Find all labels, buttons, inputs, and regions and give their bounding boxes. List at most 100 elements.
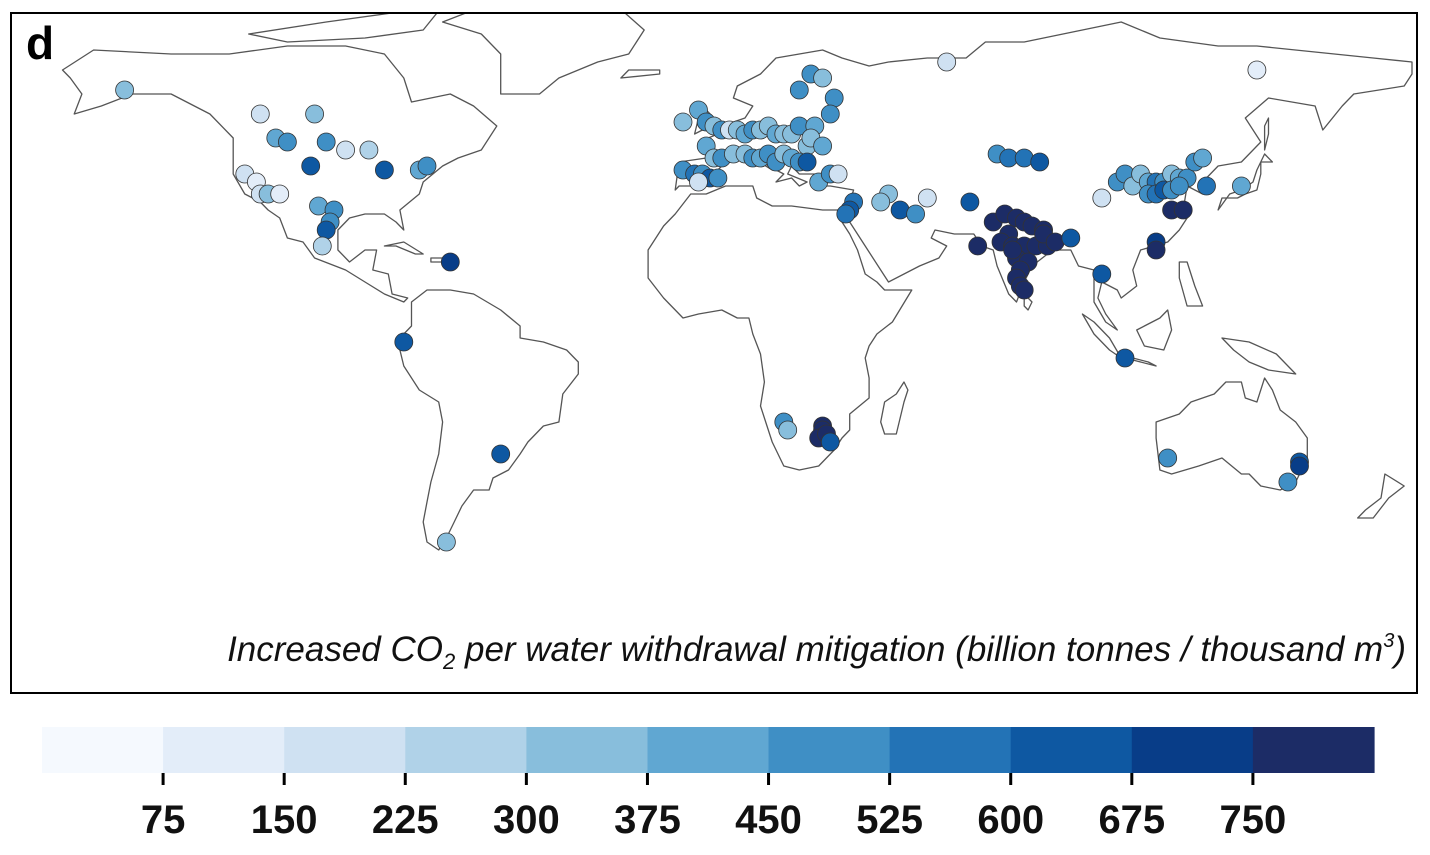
data-point [820, 104, 840, 124]
colorbar-bin [163, 727, 285, 773]
colorbar: 75 150 225 300 375 450 525 600 675 750 [42, 727, 1375, 842]
caption-text-2: per water withdrawal mitigation (billion… [455, 630, 1384, 669]
data-point [968, 236, 988, 256]
data-point [1146, 240, 1166, 260]
landmass-13 [383, 241, 424, 255]
data-point [778, 420, 798, 440]
colorbar-bin [405, 727, 527, 773]
data-point [828, 164, 848, 184]
map-caption: Increased CO2 per water withdrawal mitig… [227, 630, 1406, 675]
data-point [824, 88, 844, 108]
data-point [890, 200, 910, 220]
data-point [1232, 176, 1251, 196]
data-point [960, 192, 980, 212]
data-point [312, 236, 332, 256]
colorbar-tick-label: 600 [977, 798, 1044, 842]
colorbar-bin [526, 727, 649, 773]
colorbar-bin [768, 727, 891, 773]
landmass-19 [248, 14, 437, 43]
data-point [277, 132, 297, 152]
colorbar-bin [1010, 727, 1133, 773]
landmass-18 [1263, 117, 1270, 151]
city-points [115, 52, 1309, 552]
data-point [1014, 280, 1034, 300]
map-panel: d Increased CO2 per water withdrawal mit… [10, 12, 1418, 694]
data-point [1115, 348, 1135, 368]
colorbar-tick-label: 675 [1098, 798, 1165, 842]
caption-text-1: Increased CO [227, 630, 443, 669]
continent-outlines [61, 14, 1413, 551]
landmass-2 [441, 14, 645, 95]
landmass-15 [1178, 261, 1204, 307]
data-point [374, 160, 394, 180]
data-point [1158, 448, 1178, 468]
colorbar-tick-label: 225 [372, 798, 439, 842]
data-point [115, 80, 134, 100]
data-point [394, 332, 414, 352]
data-point [689, 172, 708, 192]
data-point [1014, 148, 1034, 168]
data-point [1092, 264, 1112, 284]
data-point [813, 136, 832, 156]
data-point [789, 80, 809, 100]
landmass-12 [1357, 473, 1405, 519]
landmass-17 [620, 69, 661, 79]
colorbar-tick-label: 525 [856, 798, 923, 842]
landmass-11 [1221, 337, 1297, 375]
data-point [1169, 176, 1189, 196]
colorbar-tick-label: 150 [251, 798, 318, 842]
data-point [836, 204, 856, 224]
data-point [336, 140, 356, 160]
landmass-0 [61, 45, 498, 303]
world-map [61, 14, 1413, 552]
data-point [436, 532, 456, 552]
landmass-8 [1081, 313, 1122, 359]
data-point [937, 52, 957, 72]
landmass-6 [880, 381, 909, 435]
caption-superscript: 3 [1383, 630, 1395, 652]
colorbar-tick-label: 75 [141, 798, 186, 842]
colorbar-bin [1131, 727, 1254, 773]
caption-subscript: 2 [443, 649, 456, 674]
landmass-5 [1155, 377, 1308, 491]
landmass-1 [399, 289, 579, 551]
colorbar-tick-label: 375 [614, 798, 681, 842]
landmass-10 [1136, 309, 1173, 351]
data-point [871, 192, 891, 212]
data-point [1197, 176, 1216, 196]
data-point [305, 104, 325, 124]
data-point [1193, 148, 1212, 168]
data-point [1278, 472, 1298, 492]
data-point [1092, 188, 1112, 208]
data-point [1173, 200, 1193, 220]
colorbar-bin [647, 727, 770, 773]
colorbar-bin [1252, 727, 1375, 773]
panel-label: d [26, 17, 55, 69]
data-point [309, 196, 328, 216]
data-point [440, 252, 460, 272]
data-point [906, 204, 925, 224]
data-point [1003, 240, 1022, 260]
data-point [1030, 152, 1050, 172]
data-point [813, 68, 832, 88]
colorbar-legend: 75 150 225 300 375 450 525 600 675 750 [42, 727, 1375, 842]
data-point [708, 168, 728, 188]
colorbar-tick-label: 300 [493, 798, 560, 842]
data-point [316, 132, 336, 152]
data-point [250, 104, 270, 124]
data-point [1045, 232, 1065, 252]
colorbar-bin [284, 727, 406, 773]
data-point [1290, 456, 1309, 476]
data-point [417, 156, 437, 176]
data-point [316, 220, 336, 240]
data-point [491, 444, 511, 464]
colorbar-tick-label: 450 [735, 798, 802, 842]
data-point [359, 140, 379, 160]
colorbar-bin [42, 727, 164, 773]
data-point [673, 112, 693, 132]
data-point [1247, 60, 1267, 80]
colorbar-tick-label: 750 [1220, 798, 1287, 842]
data-point [797, 152, 817, 172]
data-point [270, 184, 290, 204]
data-point [1061, 228, 1081, 248]
